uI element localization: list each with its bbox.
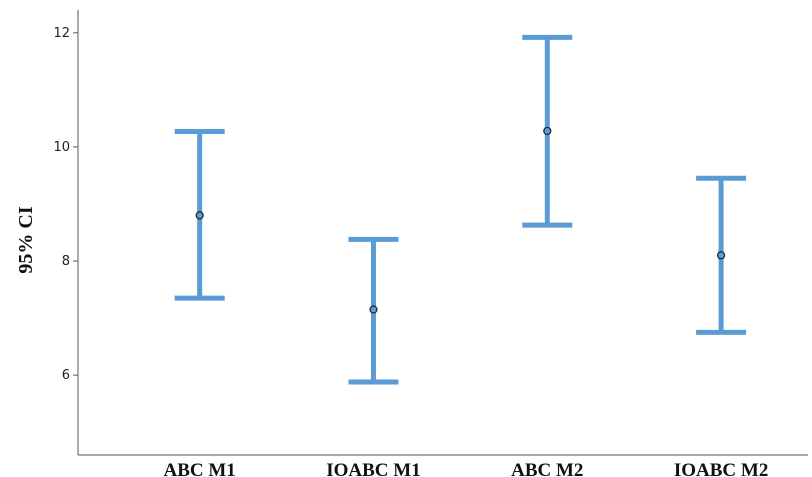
y-ticks: 6 8 10 12 bbox=[53, 26, 78, 383]
y-tick-label: 6 bbox=[62, 368, 70, 383]
x-tick-labels: ABC M1 IOABC M1 ABC M2 IOABC M2 bbox=[164, 460, 769, 477]
x-category-label: ABC M2 bbox=[511, 460, 583, 477]
y-tick-label: 8 bbox=[62, 254, 70, 269]
x-category-label: ABC M1 bbox=[164, 460, 236, 477]
y-tick-label: 10 bbox=[53, 140, 70, 155]
mean-point bbox=[369, 305, 378, 314]
error-bars bbox=[174, 34, 747, 385]
mean-point bbox=[543, 126, 552, 136]
x-category-label: IOABC M2 bbox=[674, 460, 768, 477]
axes bbox=[77, 10, 808, 456]
mean-point bbox=[716, 251, 726, 260]
error-bar-group bbox=[174, 129, 225, 301]
mean-point bbox=[195, 211, 204, 220]
y-tick-label: 12 bbox=[53, 26, 70, 41]
error-bar-group bbox=[522, 34, 573, 228]
error-bar-group bbox=[348, 236, 399, 385]
y-axis-title: 95% CI bbox=[15, 206, 37, 273]
x-category-label: IOABC M1 bbox=[326, 460, 420, 477]
error-bar-group bbox=[696, 175, 747, 335]
